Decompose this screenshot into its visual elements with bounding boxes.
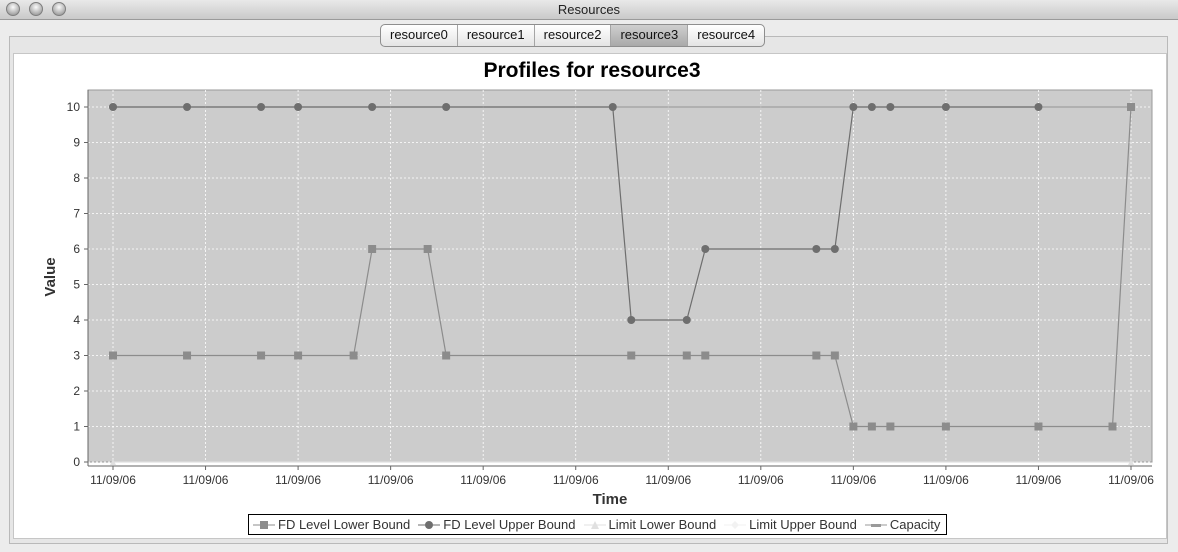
tab-resource3[interactable]: resource3 (611, 25, 689, 46)
square-marker-icon (253, 520, 275, 529)
lower-bound-point (257, 351, 266, 360)
lower-bound-point (886, 422, 895, 431)
x-tick-label: 11/09/06 (738, 473, 784, 487)
window-title: Resources (557, 2, 621, 17)
x-tick-label: 11/09/06 (460, 473, 506, 487)
lower-bound-point (442, 351, 451, 360)
resource-tabs: resource0 resource1 resource2 resource3 … (380, 24, 766, 47)
lower-bound-point (830, 351, 839, 360)
x-tick-label: 11/09/06 (830, 473, 876, 487)
upper-bound-point (183, 103, 192, 111)
lower-bound-point (109, 351, 117, 360)
upper-bound-point (368, 103, 377, 111)
x-tick-label: 11/09/06 (923, 473, 969, 487)
diamond-marker-icon (724, 520, 747, 529)
profiles-chart: Profiles for resource3 0 1 2 3 4 5 6 7 8 9 10 11/09… (42, 59, 1154, 508)
y-tick-label: 6 (73, 242, 80, 256)
legend-item-limit-lower: Limit Lower Bound (583, 517, 717, 532)
lower-bound-point (368, 245, 377, 253)
lower-bound-point (701, 351, 710, 360)
plot-area (87, 89, 1153, 463)
tab-resource0[interactable]: resource0 (381, 25, 458, 46)
legend-item-capacity: Capacity (864, 517, 941, 532)
upper-bound-point (257, 103, 266, 111)
lower-bound-point (627, 351, 636, 360)
upper-bound-point (109, 103, 117, 111)
lower-bound-point (1127, 103, 1135, 111)
lower-bound-point (183, 351, 192, 360)
upper-bound-point (608, 103, 617, 111)
x-tick-label: 11/09/06 (368, 473, 414, 487)
title-bar[interactable]: Resources (0, 0, 1178, 20)
y-tick-label: 3 (73, 349, 80, 363)
upper-bound-point (849, 103, 858, 111)
x-tick-label: 11/09/06 (1108, 473, 1154, 487)
lower-bound-point (294, 351, 303, 360)
x-tick-label: 11/09/06 (90, 473, 136, 487)
x-tick-label: 11/09/06 (553, 473, 599, 487)
x-tick-label: 11/09/06 (1016, 473, 1062, 487)
upper-bound-point (812, 245, 821, 253)
upper-bound-point (701, 245, 710, 253)
chart-panel: Profiles for resource3 0 1 2 3 4 5 6 7 8 9 10 11/09… (13, 53, 1167, 539)
legend-label-capacity: Capacity (889, 517, 941, 532)
legend-label-upper: FD Level Upper Bound (443, 517, 576, 532)
x-tick-label: 11/09/06 (183, 473, 229, 487)
upper-bound-point (941, 103, 950, 111)
triangle-marker-icon (583, 520, 606, 529)
lower-bound-point (941, 422, 950, 431)
lower-bound-point (849, 422, 858, 431)
y-tick-label: 1 (73, 420, 80, 434)
x-tick-label: 11/09/06 (275, 473, 321, 487)
chart-title: Profiles for resource3 (483, 59, 700, 82)
circle-marker-icon (418, 520, 441, 529)
y-tick-label: 5 (73, 278, 80, 292)
tab-resource2[interactable]: resource2 (535, 25, 612, 46)
lower-bound-point (1034, 422, 1043, 431)
lower-bound-point (349, 351, 358, 360)
lower-bound-point (682, 351, 691, 360)
y-tick-label: 7 (73, 207, 80, 221)
lower-bound-point (1108, 422, 1117, 431)
x-tick-label: 11/09/06 (645, 473, 691, 487)
series-line-0 (113, 106, 1132, 428)
dash-marker-icon (864, 523, 887, 527)
minimize-window-icon[interactable] (29, 2, 43, 16)
zoom-window-icon[interactable] (52, 2, 66, 16)
legend-item-lower: FD Level Lower Bound (253, 517, 410, 532)
upper-bound-point (442, 103, 451, 111)
upper-bound-point (294, 103, 303, 111)
x-axis-label: Time (593, 491, 628, 508)
upper-bound-point (682, 316, 691, 324)
limit-lower-point (110, 459, 116, 465)
tab-resource4[interactable]: resource4 (697, 27, 756, 42)
y-tick-label: 10 (67, 100, 81, 114)
lower-bound-point (812, 351, 821, 360)
y-axis-label: Value (42, 257, 59, 296)
y-tick-label: 0 (73, 455, 80, 469)
lower-bound-point (867, 422, 876, 431)
legend-label-limit-lower: Limit Lower Bound (608, 517, 717, 532)
chart-legend: FD Level Lower Bound FD Level Upper Boun… (248, 514, 948, 535)
tab-resource1[interactable]: resource1 (458, 25, 535, 46)
upper-bound-point (1034, 103, 1043, 111)
legend-item-limit-upper: Limit Upper Bound (724, 517, 857, 532)
y-tick-label: 8 (73, 171, 80, 185)
legend-label-limit-upper: Limit Upper Bound (749, 517, 857, 532)
y-tick-label: 4 (73, 313, 80, 327)
upper-bound-point (886, 103, 895, 111)
upper-bound-point (627, 316, 636, 324)
upper-bound-point (830, 245, 839, 253)
limit-lower-point (1128, 459, 1134, 465)
legend-label-lower: FD Level Lower Bound (278, 517, 411, 532)
legend-item-upper: FD Level Upper Bound (418, 517, 576, 532)
y-tick-label: 2 (73, 384, 80, 398)
lower-bound-point (423, 245, 432, 253)
y-tick-label: 9 (73, 136, 80, 150)
upper-bound-point (867, 103, 876, 111)
close-window-icon[interactable] (6, 2, 20, 16)
